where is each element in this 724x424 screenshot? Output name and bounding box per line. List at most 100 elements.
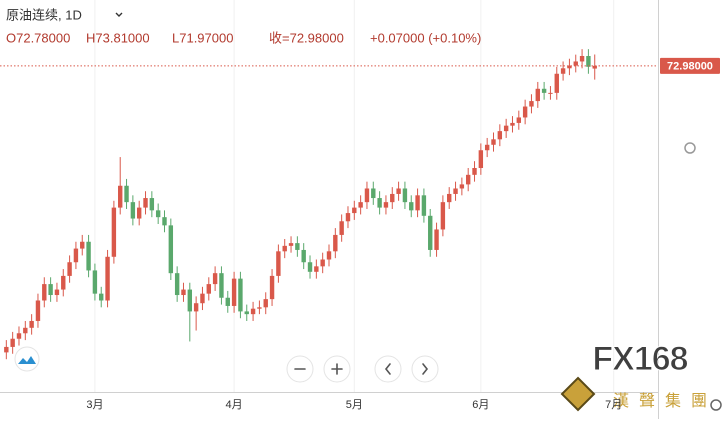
candle-body: [250, 308, 256, 315]
candle-body: [516, 117, 522, 123]
x-tick-label: 7月: [605, 399, 622, 411]
candle-body: [244, 311, 249, 315]
candle-body: [143, 198, 148, 208]
candle-body: [162, 217, 167, 226]
candle-body: [560, 68, 566, 74]
candle-body: [67, 262, 72, 276]
candle-body: [231, 278, 237, 306]
candle-body: [339, 221, 344, 235]
ohlc-value: L71.97000: [172, 30, 233, 45]
candle-body: [554, 73, 559, 93]
candle-body: [295, 243, 300, 250]
candle-body: [529, 101, 534, 107]
candle-body: [225, 297, 230, 306]
button-circle[interactable]: [374, 355, 402, 383]
candle-body: [16, 333, 22, 339]
x-tick-label: 4月: [226, 399, 243, 411]
bottom-settings-icon[interactable]: [710, 399, 722, 411]
candle-body: [377, 198, 382, 208]
candle-body: [149, 198, 155, 211]
candle-body: [345, 213, 351, 222]
scroll-left-button[interactable]: [374, 355, 402, 383]
candle-body: [497, 131, 503, 140]
candle-body: [187, 289, 193, 312]
candle-body: [326, 251, 332, 260]
candle-body: [548, 92, 553, 94]
candle-body: [168, 225, 174, 274]
zoom-out-button[interactable]: [286, 355, 314, 383]
candle-body: [459, 184, 465, 189]
logo-circle[interactable]: [14, 346, 40, 372]
candle-body: [155, 210, 161, 218]
candle-body: [200, 293, 205, 304]
settings-gear[interactable]: [684, 142, 696, 154]
button-circle[interactable]: [411, 355, 439, 383]
candle-body: [206, 284, 211, 294]
candle-body: [314, 266, 319, 272]
last-price-label: 72.98000: [667, 61, 713, 73]
candle-body: [472, 168, 477, 175]
ohlc-value: O72.78000: [6, 30, 70, 45]
candle-body: [23, 327, 28, 334]
symbol-title[interactable]: 原油连续, 1D: [6, 7, 82, 22]
candle-body: [364, 188, 370, 203]
grid: [94, 0, 615, 392]
zoom-in-button[interactable]: [323, 355, 351, 383]
candle-body: [491, 139, 496, 145]
candle-body: [263, 299, 268, 308]
candle-body: [54, 289, 60, 296]
candle-body: [503, 125, 509, 132]
candle-body: [238, 278, 243, 312]
scroll-right-button[interactable]: [411, 355, 439, 383]
candle-body: [181, 289, 186, 296]
candle-body: [130, 202, 136, 219]
candle-body: [282, 245, 287, 252]
candle-body: [86, 241, 91, 271]
candle-body: [465, 174, 471, 185]
candle-body: [174, 273, 180, 296]
logo-text: FX168: [592, 340, 687, 378]
candle-body: [352, 207, 357, 214]
candle-body: [288, 243, 294, 246]
candle-body: [541, 88, 547, 93]
candle-body: [358, 202, 363, 208]
candle-body: [212, 273, 218, 285]
candle-body: [48, 284, 53, 296]
tv-logo[interactable]: [14, 346, 40, 372]
candle-body: [390, 193, 395, 203]
candle-body: [61, 275, 66, 290]
candle-body: [453, 188, 458, 194]
logo-diamond: [560, 376, 596, 412]
candle-body: [193, 303, 199, 312]
candle-body: [269, 275, 275, 300]
candles: [4, 49, 597, 360]
settings-icon[interactable]: [684, 142, 696, 154]
candle-body: [409, 202, 414, 211]
settings-gear[interactable]: [710, 399, 722, 411]
dropdown-icon[interactable]: [115, 12, 123, 17]
candle-body: [383, 202, 389, 208]
last-price-box: [660, 57, 720, 74]
candle-body: [592, 65, 597, 69]
candle-body: [579, 56, 585, 62]
candle-body: [440, 202, 446, 230]
candle-body: [73, 248, 79, 263]
candle-body: [118, 185, 123, 208]
candle-body: [428, 215, 433, 250]
candle-body: [396, 188, 401, 194]
candle-body: [567, 65, 572, 69]
ohlc-legend: O72.78000 H73.81000 L71.97000 收=72.98000 +0.…: [6, 30, 481, 45]
ohlc-value: H73.81000: [86, 30, 150, 45]
candle-body: [522, 106, 528, 118]
candle-body: [80, 241, 85, 249]
candle-body: [136, 207, 142, 219]
x-tick-label: 6月: [472, 399, 489, 411]
candle-body: [10, 338, 15, 347]
logo-subtitle: 漢聲集團: [613, 392, 717, 410]
candle-body: [42, 284, 47, 301]
candle-body: [586, 56, 591, 67]
candle-body: [402, 188, 408, 203]
candle-body: [276, 251, 281, 276]
candle-body: [333, 234, 338, 252]
candle-body: [320, 259, 325, 267]
